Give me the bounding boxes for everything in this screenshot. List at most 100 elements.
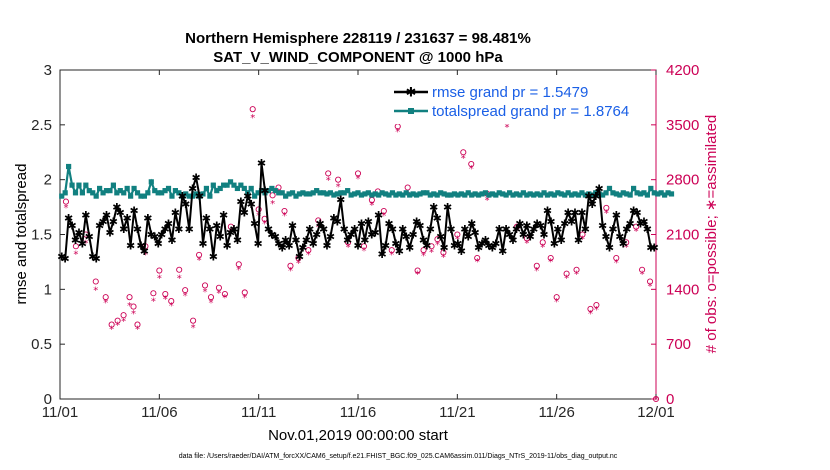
obs-possible-point <box>539 239 546 246</box>
obs-possible-point <box>275 184 282 191</box>
obs-possible-point <box>305 247 312 254</box>
obs-assimilated-point: * <box>296 259 301 270</box>
rmse-point: ✱ <box>488 242 497 255</box>
obs-assimilated-point: * <box>485 195 490 206</box>
obs-assimilated-point: * <box>242 293 247 304</box>
obs-assimilated-point: * <box>262 219 267 230</box>
rmse-point: ✱ <box>553 223 562 236</box>
obs-possible-point <box>388 247 395 254</box>
x-tick-label: 12/01 <box>637 404 675 421</box>
obs-assimilated-point: * <box>369 201 374 212</box>
data-file-footnote: data file: /Users/raeder/DAI/ATM_forcXX/… <box>179 453 618 460</box>
rmse-point: ✱ <box>539 229 548 242</box>
rmse-point: ✱ <box>564 207 573 220</box>
rmse-point: ✱ <box>119 223 128 236</box>
obs-assimilated-point: * <box>131 309 136 320</box>
totalspread-point <box>434 192 440 198</box>
obs-assimilated-point: * <box>461 154 466 165</box>
totalspread-point <box>662 192 668 198</box>
totalspread-point <box>376 192 382 198</box>
totalspread-point <box>613 191 619 197</box>
rmse-point: ✱ <box>174 223 183 236</box>
totalspread-point <box>489 191 495 197</box>
totalspread-point <box>365 190 371 196</box>
rmse-point: ✱ <box>240 207 249 220</box>
totalspread-point <box>72 190 79 196</box>
obs-possible-point <box>92 278 99 285</box>
rmse-point: ✱ <box>67 220 76 233</box>
y-right-tick-label: 700 <box>666 336 691 353</box>
rmse-point: ✱ <box>312 229 321 242</box>
totalspread-point <box>362 191 368 197</box>
totalspread-point <box>252 193 258 199</box>
rmse-point: ✱ <box>102 209 111 222</box>
obs-possible-point <box>190 317 197 324</box>
totalspread-point <box>575 192 582 198</box>
totalspread-point <box>210 182 216 188</box>
obs-possible-point <box>553 294 560 301</box>
rmse-point: ✱ <box>398 223 407 236</box>
obs-possible-point <box>207 294 215 301</box>
totalspread-point <box>186 193 192 199</box>
rmse-point: ✱ <box>374 209 383 222</box>
rmse-point: ✱ <box>191 171 200 184</box>
x-tick-label: 11/01 <box>42 404 78 421</box>
totalspread-point <box>59 193 65 199</box>
rmse-point: ✱ <box>260 185 269 198</box>
obs-assimilated-point: * <box>469 164 474 175</box>
totalspread-point <box>644 192 650 198</box>
totalspread-point <box>606 185 613 192</box>
rmse-point: ✱ <box>619 237 628 250</box>
obs-possible-point <box>102 294 109 301</box>
obs-assimilated-point: * <box>306 250 311 261</box>
obs-possible-point <box>460 149 467 156</box>
totalspread-point <box>241 185 247 192</box>
totalspread-point <box>152 188 158 194</box>
obs-possible-point <box>404 184 411 191</box>
obs-assimilated-point: * <box>421 251 426 262</box>
totalspread-point <box>634 190 640 196</box>
rmse-point: ✱ <box>522 220 531 233</box>
obs-assimilated-point: * <box>73 249 78 260</box>
x-tick-label: 11/06 <box>141 404 177 421</box>
obs-possible-point <box>593 301 600 309</box>
totalspread-point <box>393 192 399 198</box>
rmse-point: ✱ <box>577 207 586 220</box>
rmse-point: ✱ <box>546 215 555 228</box>
totalspread-point <box>431 191 437 197</box>
rmse-point: ✱ <box>160 223 169 236</box>
totalspread-point <box>637 191 644 197</box>
rmse-point: ✱ <box>391 237 400 250</box>
obs-possible-point <box>414 267 421 274</box>
totalspread-point <box>193 191 199 197</box>
rmse-point: ✱ <box>112 201 121 214</box>
totalspread-point <box>207 193 213 199</box>
totalspread-point <box>234 185 241 192</box>
obs-possible-point <box>354 170 362 177</box>
totalspread-point <box>97 185 103 192</box>
rmse-point: ✱ <box>136 239 145 252</box>
rmse-point: ✱ <box>471 226 480 239</box>
rmse-point: ✱ <box>505 229 514 242</box>
obs-possible-point <box>523 235 530 242</box>
totalspread-point <box>493 192 499 198</box>
x-tick-label: 11/16 <box>340 404 376 421</box>
totalspread-point <box>579 190 585 196</box>
totalspread-point <box>462 192 468 198</box>
rmse-point: ✱ <box>202 212 211 225</box>
obs-possible-point <box>428 243 435 250</box>
obs-possible-point <box>380 207 387 215</box>
chart-subtitle: SAT_V_WIND_COMPONENT @ 1000 hPa <box>213 49 503 66</box>
totalspread-point <box>548 191 554 197</box>
totalspread-point <box>296 191 303 197</box>
obs-assimilated-point: * <box>121 317 126 328</box>
totalspread-point <box>334 191 340 197</box>
obs-assimilated-point: * <box>222 293 227 304</box>
rmse-point: ✱ <box>309 237 318 250</box>
obs-possible-point <box>360 243 368 250</box>
totalspread-point <box>537 192 544 198</box>
totalspread-point <box>620 190 626 196</box>
totalspread-point <box>324 191 330 197</box>
y-right-tick-label: 0 <box>666 391 674 408</box>
totalspread-point <box>231 182 237 188</box>
